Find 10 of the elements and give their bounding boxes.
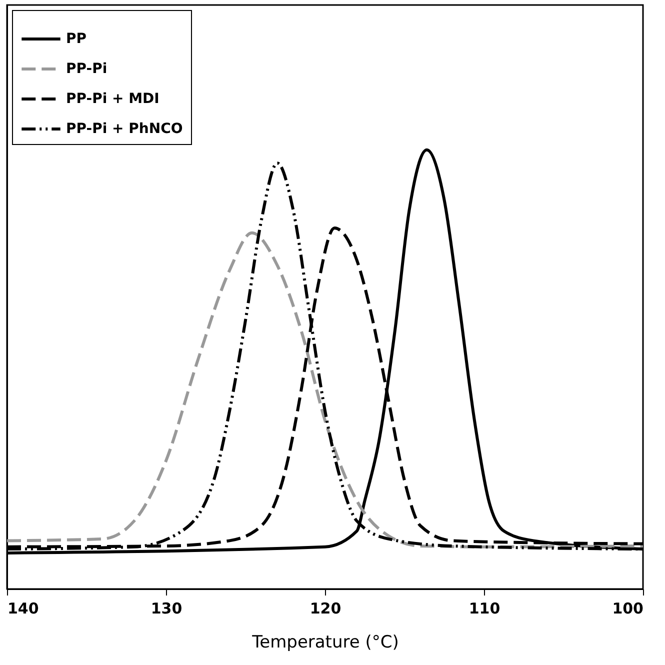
x-tick-label: 130: [150, 600, 182, 618]
legend-label: PP: [66, 31, 87, 47]
x-tick-label: 110: [468, 600, 500, 618]
legend-label: PP-Pi: [66, 61, 108, 77]
x-tick-label: 140: [8, 600, 39, 618]
x-axis-title: Temperature (°C): [251, 632, 399, 652]
legend-label: PP-Pi + PhNCO: [66, 121, 183, 137]
legend-label: PP-Pi + MDI: [66, 91, 160, 107]
x-tick-label: 120: [310, 600, 342, 618]
x-tick-label: 100: [612, 600, 644, 618]
